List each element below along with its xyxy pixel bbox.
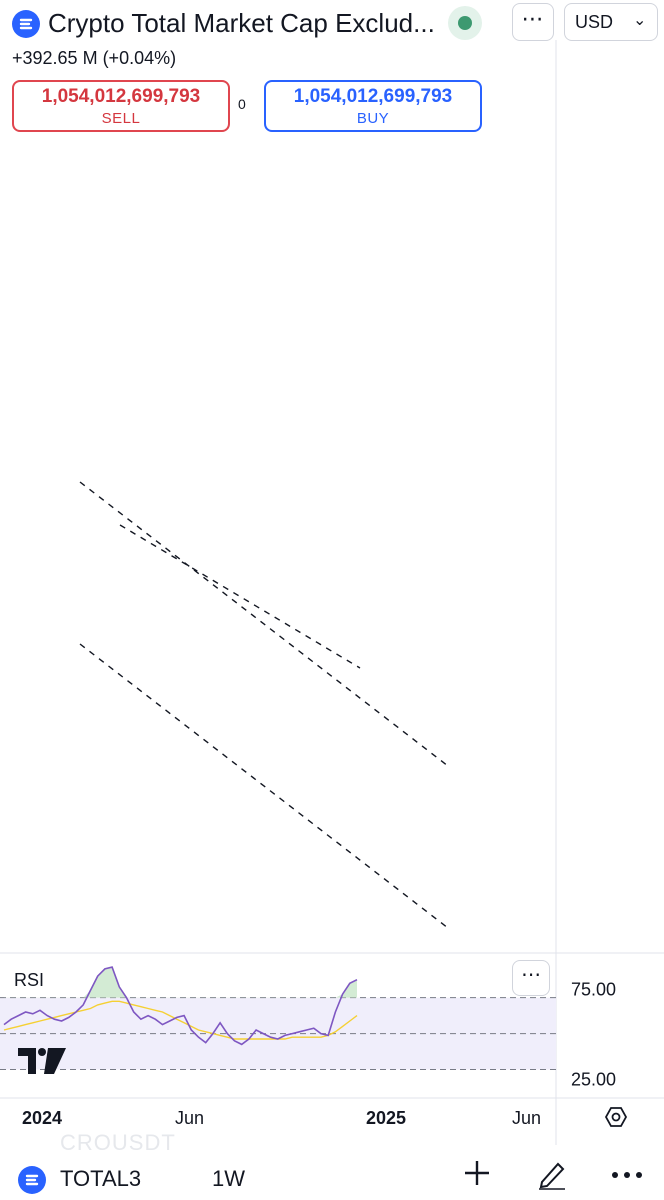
rsi-options-button[interactable]: ⋯ bbox=[512, 960, 550, 996]
currency-label: USD bbox=[575, 12, 614, 32]
bottom-symbol-logo-icon bbox=[18, 1166, 46, 1194]
market-status-icon[interactable] bbox=[448, 6, 482, 40]
sell-price: 1,054,012,699,793 bbox=[41, 86, 201, 107]
spread-value: 0 bbox=[238, 96, 246, 112]
rsi-label: RSI bbox=[14, 970, 45, 990]
rsi-line bbox=[3, 966, 358, 1046]
chevron-down-icon: ⌄ bbox=[633, 12, 647, 29]
more-horizontal-icon[interactable] bbox=[610, 1160, 644, 1198]
time-tick-label: Jun bbox=[512, 1108, 541, 1128]
rsi-tick-label: 25.00 bbox=[571, 1070, 616, 1090]
rsi-tick-label: 75.00 bbox=[571, 980, 616, 1000]
tradingview-logo-icon bbox=[18, 1048, 66, 1079]
draw-pen-icon[interactable] bbox=[536, 1158, 568, 1198]
time-tick-label: 2024 bbox=[22, 1108, 62, 1128]
trend-channel-line-2 bbox=[119, 524, 361, 669]
more-options-button[interactable]: ⋯ bbox=[512, 3, 554, 41]
sell-button[interactable]: 1,054,012,699,793 SELL bbox=[12, 80, 230, 132]
trend-channel-line-0 bbox=[79, 481, 449, 767]
add-icon[interactable] bbox=[462, 1158, 492, 1196]
rsi-ma-line bbox=[3, 1000, 358, 1040]
time-tick-label: 2025 bbox=[366, 1108, 406, 1128]
rsi-overbought-fill bbox=[4, 967, 357, 998]
buy-price: 1,054,012,699,793 bbox=[293, 86, 453, 107]
symbol-logo-icon bbox=[12, 10, 40, 38]
buy-label: BUY bbox=[356, 110, 390, 127]
sell-label: SELL bbox=[101, 110, 141, 127]
interval-selector[interactable]: 1W bbox=[212, 1166, 245, 1191]
trend-channel-line-1 bbox=[79, 643, 449, 929]
price-change: +392.65 M (+0.04%) bbox=[12, 48, 177, 68]
buy-button[interactable]: 1,054,012,699,793 BUY bbox=[264, 80, 482, 132]
bottom-toolbar bbox=[0, 1150, 664, 1200]
currency-selector[interactable]: USD ⌄ bbox=[564, 3, 658, 41]
symbol-title[interactable]: Crypto Total Market Cap Exclud... bbox=[48, 8, 435, 38]
time-axis-settings-icon[interactable] bbox=[604, 1107, 628, 1127]
time-tick-label: Jun bbox=[175, 1108, 204, 1128]
bottom-symbol[interactable]: TOTAL3 bbox=[60, 1166, 142, 1191]
